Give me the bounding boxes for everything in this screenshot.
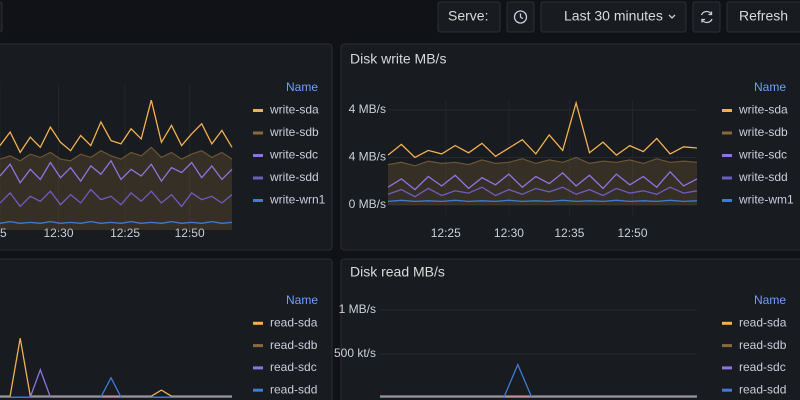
panel [0, 43, 333, 251]
chevron [668, 14, 676, 19]
legend-label: read-sdd [739, 382, 786, 396]
button[interactable] [0, 1, 3, 33]
time-range: Last 30 minutes [564, 8, 663, 24]
legend-label: write-sdb [269, 125, 319, 139]
refresh-button[interactable] [726, 1, 800, 33]
legend-label: read-sdd [270, 382, 317, 396]
panel [340, 258, 800, 400]
refresh-icon [700, 10, 713, 24]
legend-title: Name [286, 293, 318, 307]
series-line [387, 199, 698, 203]
y-tick-label: 4 MB/s [349, 102, 386, 116]
refresh-icon-button[interactable] [692, 1, 721, 33]
legend-label: write-sda [269, 103, 319, 117]
series-line [387, 100, 698, 159]
plot [0, 338, 232, 398]
x-tick-label: 12:30 [494, 226, 524, 240]
x-tick-label: 12:25 [110, 226, 140, 240]
panel [340, 43, 800, 251]
legend-label: read-sdc [739, 360, 786, 374]
legend-label: read-sdb [270, 338, 318, 352]
series-line [0, 159, 233, 185]
y-tick-label: 0 MB/s [349, 197, 386, 211]
legend-label: write-sda [738, 103, 788, 117]
legend-label: read-sdc [270, 360, 317, 374]
legend-label: write-wrn1 [269, 193, 326, 207]
series-line [387, 186, 698, 198]
x-tick-label: 25 [0, 226, 7, 240]
series-line [0, 220, 233, 224]
serve-button[interactable] [437, 1, 501, 33]
series-line [0, 376, 232, 398]
legend-label: write-sdb [738, 125, 788, 139]
legend-title: Name [754, 293, 786, 307]
x-tick-label: 12:50 [175, 226, 205, 240]
panel-title: Disk read MB/s [350, 264, 445, 280]
x-tick-label: 12:35 [554, 226, 584, 240]
refresh-label: Refresh [739, 8, 788, 24]
legend-label: read-sdb [739, 338, 787, 352]
series-line [380, 362, 697, 398]
series-area [0, 147, 232, 230]
legend-title: Name [754, 80, 786, 94]
y-tick-label: 1 MB/s [339, 302, 376, 316]
series-line [0, 99, 233, 154]
clock-icon [513, 10, 528, 24]
legend-label: write-sdd [269, 170, 319, 184]
legend-label: write-wm1 [738, 193, 794, 207]
legend-title: Name [286, 80, 318, 94]
plot [380, 362, 697, 398]
legend-label: read-sda [270, 315, 318, 329]
serve-label: Serve: [448, 8, 488, 24]
x-tick-label: 12:25 [431, 226, 461, 240]
plot [0, 99, 233, 230]
series-line [387, 170, 698, 191]
series-line [387, 156, 698, 167]
series-line [0, 188, 233, 208]
time-range-picker[interactable] [540, 1, 687, 33]
legend-label: write-sdc [738, 148, 787, 162]
y-tick-label: 4 MB/s [349, 150, 386, 164]
panel-title: Disk write MB/s [350, 51, 446, 67]
x-tick-label: 12:30 [43, 226, 73, 240]
series-line [0, 338, 232, 397]
panel [0, 258, 333, 400]
x-tick-label: 12:50 [617, 226, 647, 240]
y-tick-label: 500 kt/s [334, 346, 376, 360]
legend-label: write-sdd [738, 170, 788, 184]
legend-label: write-sdc [269, 148, 318, 162]
plot [387, 100, 698, 205]
series-line [0, 146, 233, 162]
legend-label: read-sda [739, 315, 787, 329]
